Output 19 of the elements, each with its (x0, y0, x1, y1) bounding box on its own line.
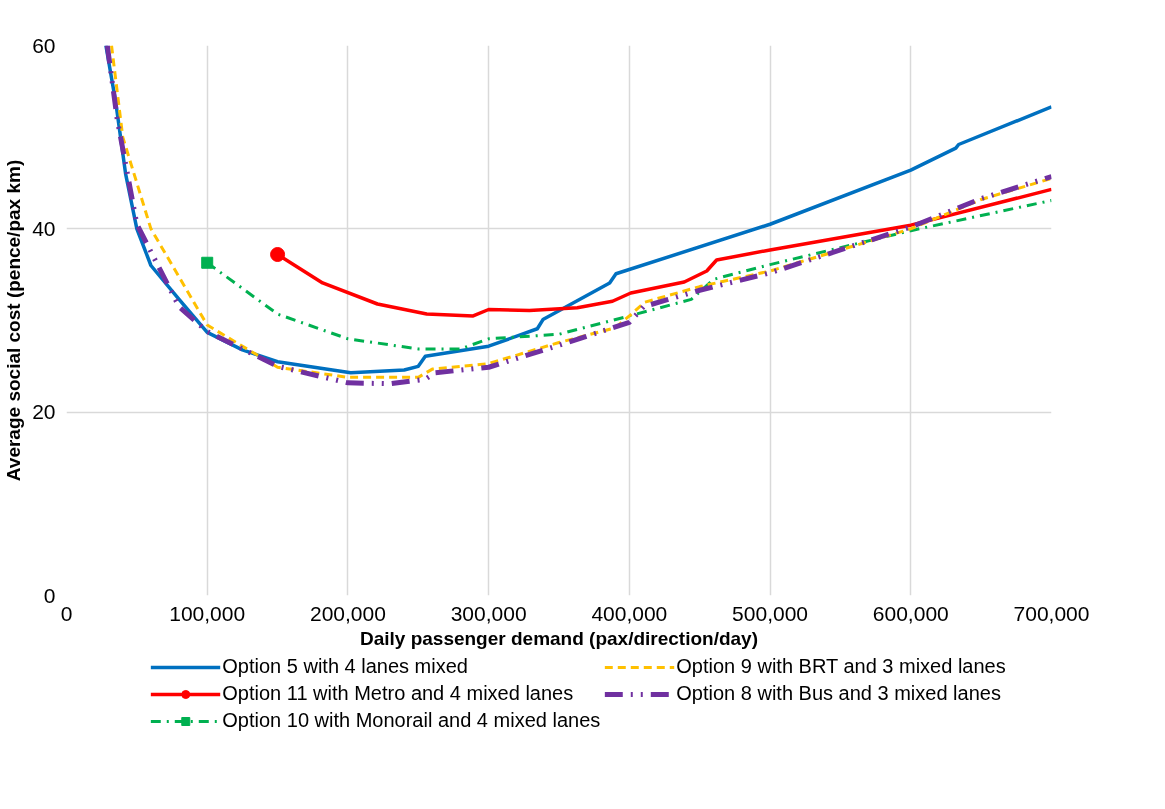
legend-label: Option 9 with BRT and 3 mixed lanes (676, 655, 1006, 678)
legend-label: Option 8 with Bus and 3 mixed lanes (676, 682, 1001, 705)
x-tick-label: 0 (60, 601, 73, 625)
x-axis-title: Daily passenger demand (pax/direction/day) (359, 627, 759, 649)
legend-label: Option 5 with 4 lanes mixed (222, 655, 468, 678)
y-tick-label: 60 (32, 33, 56, 57)
x-tick-label: 600,000 (872, 601, 949, 625)
legend-label: Option 11 with Metro and 4 mixed lanes (222, 682, 574, 705)
y-axis-title: Average social cost (pence/pax km) (3, 159, 25, 482)
x-tick-label: 100,000 (169, 601, 246, 625)
x-tick-label: 700,000 (1013, 601, 1090, 625)
y-tick-label: 0 (43, 583, 56, 607)
legend-label: Option 10 with Monorail and 4 mixed lanes (222, 709, 601, 732)
y-tick-label: 40 (32, 216, 56, 240)
y-tick-label: 20 (32, 400, 56, 424)
x-tick-label: 200,000 (309, 601, 386, 625)
x-tick-label: 300,000 (450, 601, 527, 625)
x-tick-label: 400,000 (591, 601, 668, 625)
x-tick-label: 500,000 (732, 601, 809, 625)
